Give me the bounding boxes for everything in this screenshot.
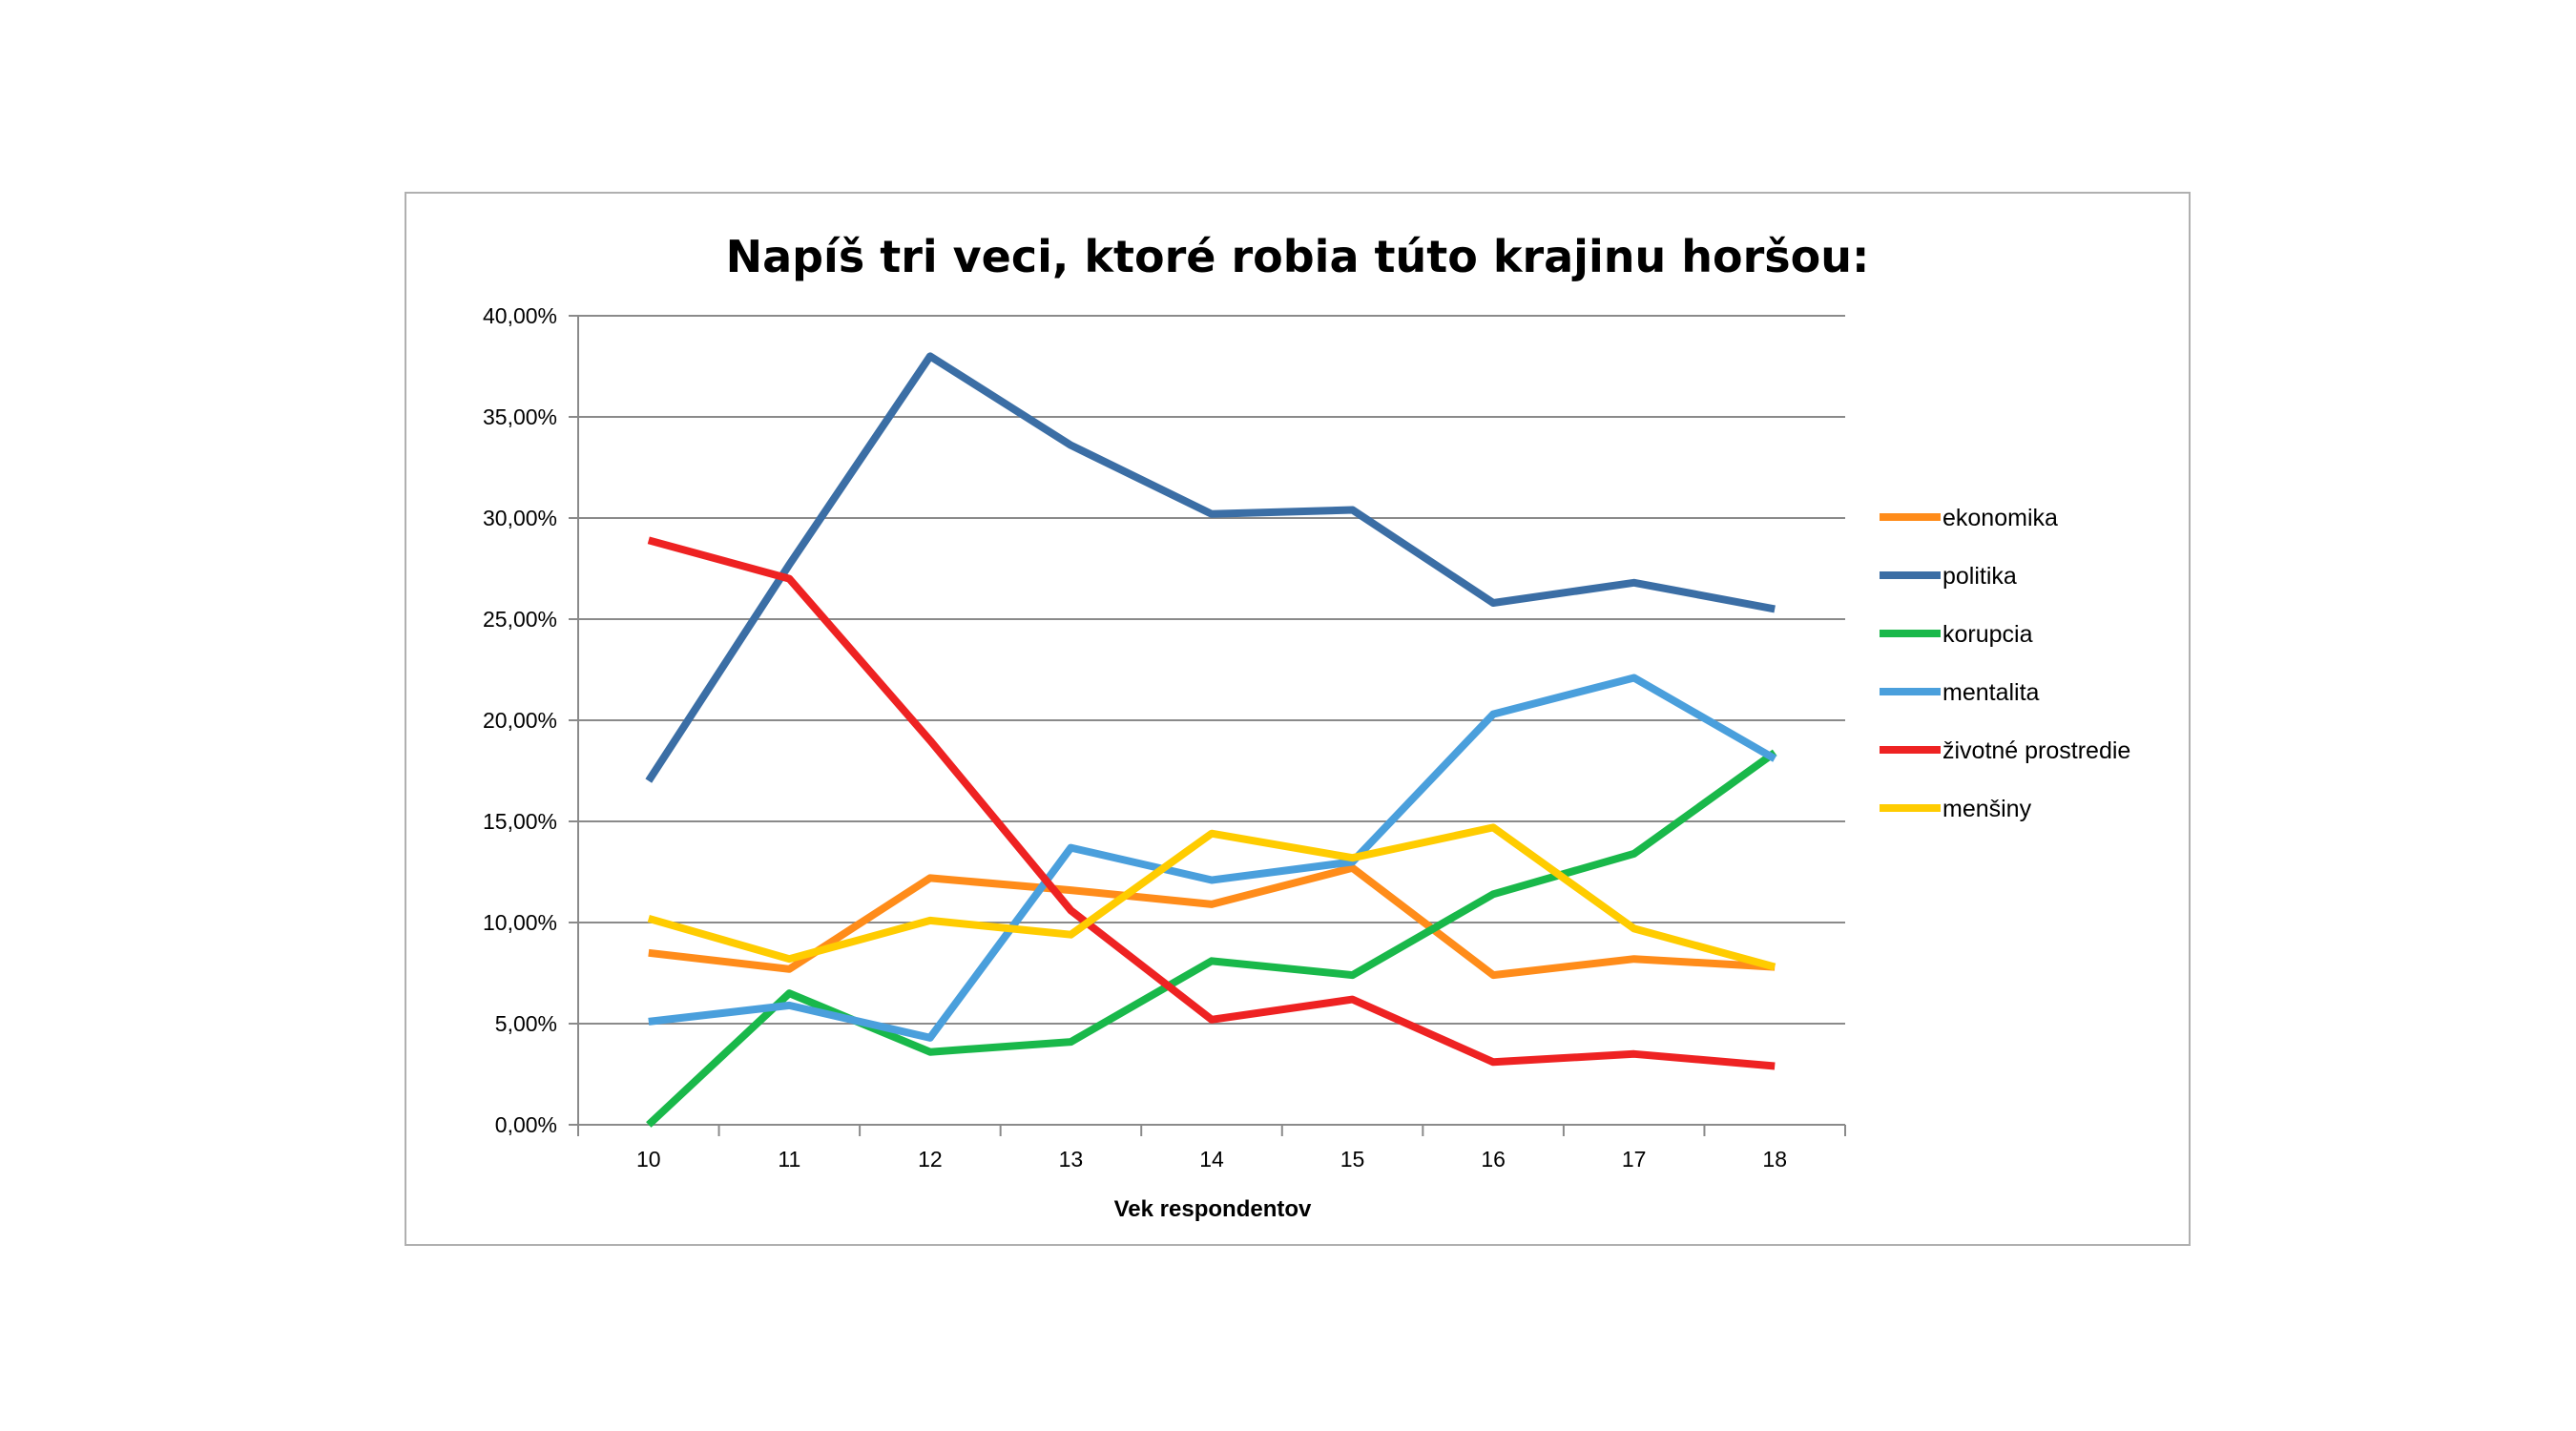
legend-label: korupcia [1942,621,2033,648]
y-tick-label: 20,00% [483,708,557,733]
x-tick-label: 18 [1762,1147,1787,1172]
series-line-politika [645,352,1776,783]
y-tick-label: 30,00% [483,506,557,530]
legend-label: životné prostredie [1942,737,2130,764]
y-tick-label: 40,00% [483,303,557,328]
y-tick-label: 15,00% [483,809,557,834]
x-tick-label: 14 [1199,1147,1224,1172]
x-tick-label: 13 [1059,1147,1084,1172]
legend-label: ekonomika [1942,505,2058,531]
legend-label: menšiny [1942,796,2032,822]
y-tick-label: 10,00% [483,910,557,935]
legend-label: politika [1942,563,2017,590]
y-tick-label: 25,00% [483,607,557,632]
y-tick-label: 0,00% [495,1112,557,1137]
x-tick-label: 15 [1340,1147,1365,1172]
series-line-ekonomika [648,863,1776,980]
x-tick-label: 17 [1622,1147,1647,1172]
chart-frame: Napíš tri veci, ktoré robia túto krajinu… [405,192,2191,1246]
x-tick-label: 12 [918,1147,943,1172]
series-line-životné-prostredie [647,536,1776,1070]
x-tick-label: 10 [636,1147,661,1172]
series-line-korupcia [646,749,1777,1128]
x-tick-label: 11 [778,1147,800,1172]
x-tick-label: 16 [1481,1147,1506,1172]
line-chart: Napíš tri veci, ktoré robia túto krajinu… [483,231,2130,1222]
y-tick-label: 5,00% [495,1011,557,1036]
y-tick-label: 35,00% [483,404,557,429]
series-line-menšiny [647,823,1776,971]
legend-label: mentalita [1942,679,2040,706]
chart-title: Napíš tri veci, ktoré robia túto krajinu… [726,231,1870,282]
x-axis-title: Vek respondentov [1114,1196,1312,1222]
series-line-mentalita [648,674,1777,1042]
